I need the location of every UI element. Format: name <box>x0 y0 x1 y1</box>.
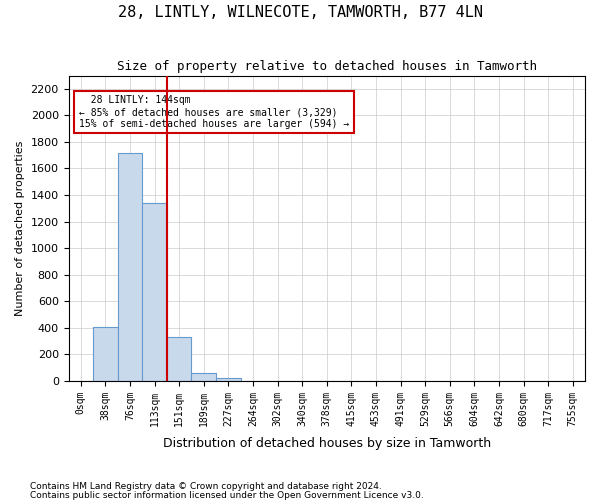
Text: 28 LINTLY: 144sqm  
← 85% of detached houses are smaller (3,329)
15% of semi-det: 28 LINTLY: 144sqm ← 85% of detached hous… <box>79 96 349 128</box>
Bar <box>93 327 118 381</box>
Bar <box>118 152 142 381</box>
Bar <box>191 373 216 381</box>
Title: Size of property relative to detached houses in Tamworth: Size of property relative to detached ho… <box>117 60 537 73</box>
Text: Contains HM Land Registry data © Crown copyright and database right 2024.: Contains HM Land Registry data © Crown c… <box>30 482 382 491</box>
Y-axis label: Number of detached properties: Number of detached properties <box>15 140 25 316</box>
Text: Contains public sector information licensed under the Open Government Licence v3: Contains public sector information licen… <box>30 490 424 500</box>
Bar <box>216 378 241 381</box>
Bar <box>167 337 191 381</box>
Text: 28, LINTLY, WILNECOTE, TAMWORTH, B77 4LN: 28, LINTLY, WILNECOTE, TAMWORTH, B77 4LN <box>118 5 482 20</box>
Bar <box>142 203 167 381</box>
X-axis label: Distribution of detached houses by size in Tamworth: Distribution of detached houses by size … <box>163 437 491 450</box>
